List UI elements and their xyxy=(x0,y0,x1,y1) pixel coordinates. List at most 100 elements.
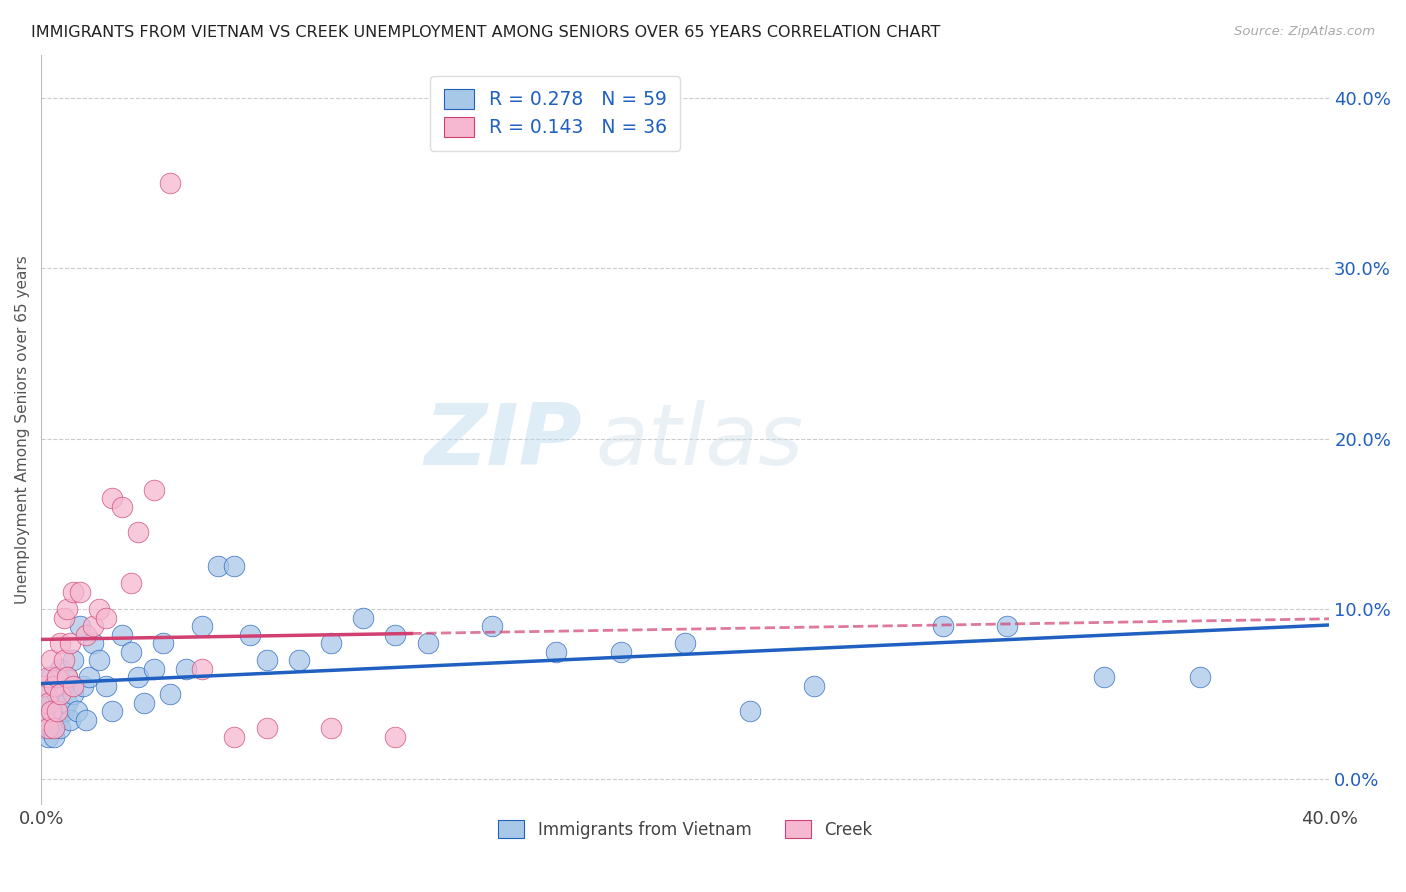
Point xyxy=(319,721,342,735)
Point xyxy=(101,491,124,506)
Text: IMMIGRANTS FROM VIETNAM VS CREEK UNEMPLOYMENT AMONG SENIORS OVER 65 YEARS CORREL: IMMIGRANTS FROM VIETNAM VS CREEK UNEMPLO… xyxy=(31,25,941,40)
Point xyxy=(46,687,69,701)
Point xyxy=(384,627,406,641)
Point xyxy=(46,713,69,727)
Point xyxy=(101,704,124,718)
Y-axis label: Unemployment Among Seniors over 65 years: Unemployment Among Seniors over 65 years xyxy=(15,256,30,605)
Point xyxy=(42,704,65,718)
Point xyxy=(34,713,56,727)
Point xyxy=(152,636,174,650)
Point xyxy=(94,679,117,693)
Point xyxy=(59,636,82,650)
Point xyxy=(82,619,104,633)
Point xyxy=(239,627,262,641)
Point xyxy=(127,670,149,684)
Point xyxy=(142,662,165,676)
Point xyxy=(256,721,278,735)
Point xyxy=(56,696,79,710)
Point xyxy=(75,713,97,727)
Text: Source: ZipAtlas.com: Source: ZipAtlas.com xyxy=(1234,25,1375,38)
Point xyxy=(69,585,91,599)
Point xyxy=(46,670,69,684)
Point xyxy=(62,679,84,693)
Point xyxy=(37,713,59,727)
Point xyxy=(56,670,79,684)
Point xyxy=(87,602,110,616)
Point xyxy=(42,730,65,744)
Point xyxy=(932,619,955,633)
Point xyxy=(72,679,94,693)
Point xyxy=(42,721,65,735)
Point xyxy=(59,713,82,727)
Point xyxy=(416,636,439,650)
Point xyxy=(39,704,62,718)
Point xyxy=(191,619,214,633)
Point xyxy=(37,687,59,701)
Point xyxy=(256,653,278,667)
Legend: Immigrants from Vietnam, Creek: Immigrants from Vietnam, Creek xyxy=(491,814,880,846)
Point xyxy=(52,679,75,693)
Point xyxy=(995,619,1018,633)
Point xyxy=(384,730,406,744)
Point xyxy=(62,653,84,667)
Point xyxy=(75,627,97,641)
Point xyxy=(37,670,59,684)
Point xyxy=(62,585,84,599)
Point xyxy=(546,645,568,659)
Point xyxy=(673,636,696,650)
Point xyxy=(34,679,56,693)
Point xyxy=(39,670,62,684)
Point xyxy=(142,483,165,497)
Point xyxy=(37,696,59,710)
Point xyxy=(287,653,309,667)
Point xyxy=(49,636,72,650)
Point xyxy=(49,687,72,701)
Point xyxy=(46,704,69,718)
Point xyxy=(159,176,181,190)
Point xyxy=(481,619,503,633)
Point xyxy=(803,679,825,693)
Point xyxy=(49,721,72,735)
Point xyxy=(39,696,62,710)
Point xyxy=(1189,670,1212,684)
Point xyxy=(37,721,59,735)
Point xyxy=(42,679,65,693)
Point xyxy=(87,653,110,667)
Point xyxy=(120,576,142,591)
Point xyxy=(127,525,149,540)
Point xyxy=(1092,670,1115,684)
Point xyxy=(52,704,75,718)
Point xyxy=(37,730,59,744)
Point xyxy=(39,721,62,735)
Point xyxy=(65,704,87,718)
Point xyxy=(738,704,761,718)
Point xyxy=(69,619,91,633)
Point xyxy=(82,636,104,650)
Point xyxy=(207,559,229,574)
Point xyxy=(52,610,75,624)
Point xyxy=(52,653,75,667)
Point xyxy=(610,645,633,659)
Point xyxy=(224,559,246,574)
Point xyxy=(42,679,65,693)
Point xyxy=(191,662,214,676)
Point xyxy=(159,687,181,701)
Point xyxy=(174,662,197,676)
Point xyxy=(94,610,117,624)
Point xyxy=(79,670,101,684)
Text: atlas: atlas xyxy=(595,400,803,483)
Point xyxy=(319,636,342,650)
Point xyxy=(134,696,156,710)
Point xyxy=(56,602,79,616)
Point xyxy=(49,662,72,676)
Point xyxy=(111,500,134,514)
Text: ZIP: ZIP xyxy=(425,400,582,483)
Point xyxy=(62,687,84,701)
Point xyxy=(34,704,56,718)
Point xyxy=(352,610,374,624)
Point xyxy=(120,645,142,659)
Point xyxy=(39,653,62,667)
Point xyxy=(56,670,79,684)
Point xyxy=(111,627,134,641)
Point xyxy=(224,730,246,744)
